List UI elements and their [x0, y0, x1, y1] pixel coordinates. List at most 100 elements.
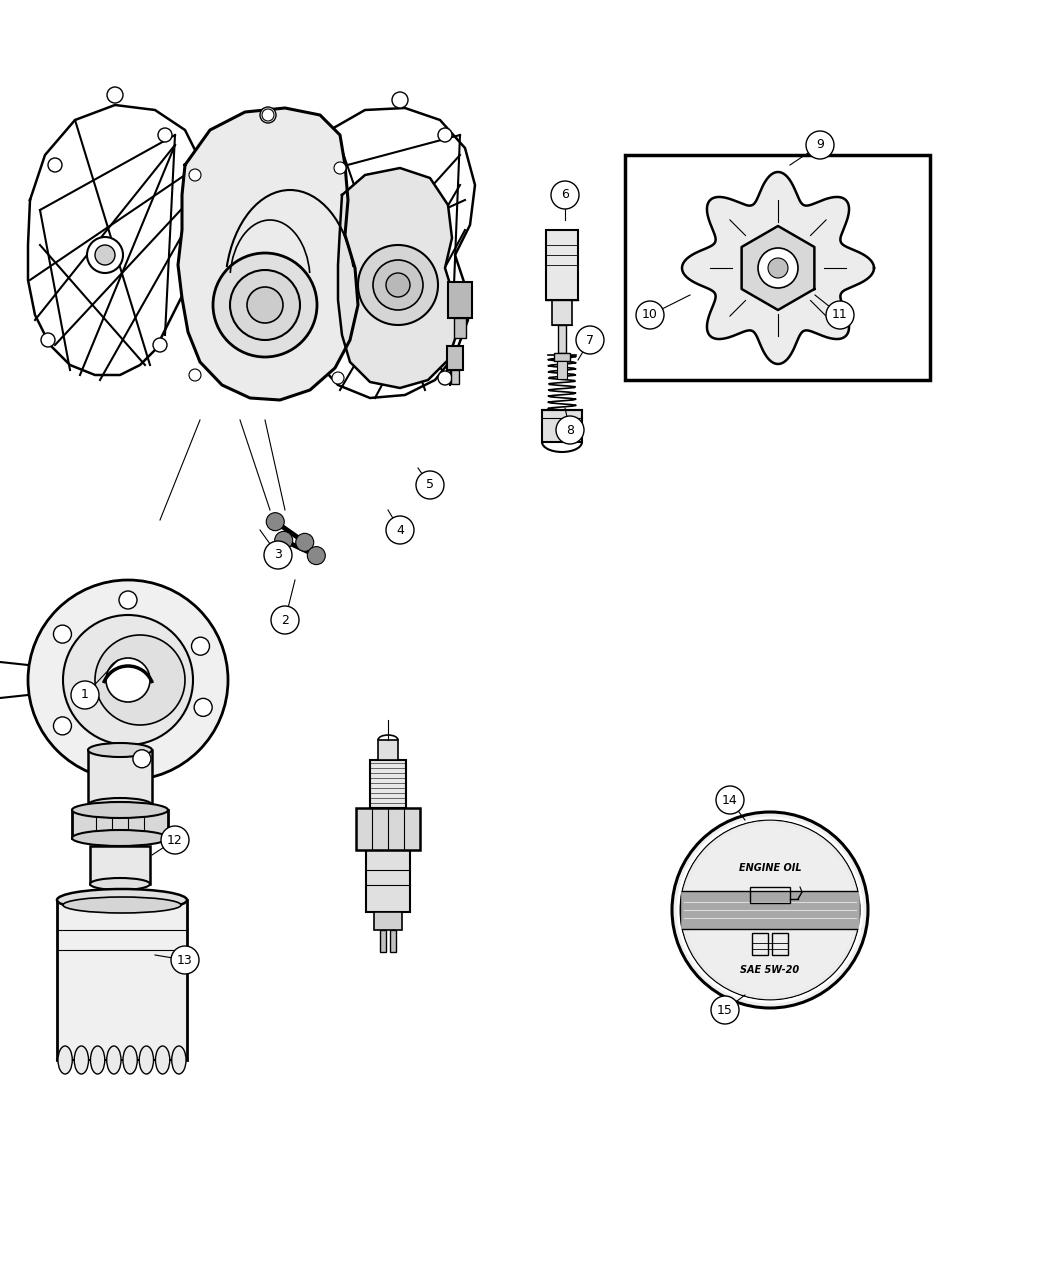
Circle shape [368, 232, 403, 268]
Circle shape [416, 470, 444, 499]
Circle shape [373, 260, 423, 310]
Circle shape [171, 946, 200, 974]
Circle shape [375, 240, 395, 260]
Circle shape [262, 108, 274, 121]
Wedge shape [685, 910, 855, 996]
Bar [750, 887, 790, 903]
Ellipse shape [58, 1046, 72, 1074]
Polygon shape [682, 172, 874, 363]
Bar [447, 346, 463, 370]
Ellipse shape [107, 1046, 121, 1074]
Circle shape [161, 826, 189, 854]
Circle shape [54, 625, 71, 643]
Ellipse shape [75, 1046, 88, 1074]
Circle shape [271, 606, 299, 634]
Circle shape [386, 516, 414, 544]
Ellipse shape [63, 898, 181, 913]
Bar [680, 891, 860, 929]
Text: 3: 3 [274, 548, 282, 561]
Circle shape [275, 532, 293, 550]
Polygon shape [741, 226, 815, 310]
Polygon shape [338, 168, 458, 388]
Bar [380, 929, 386, 952]
Circle shape [107, 87, 123, 103]
Polygon shape [28, 105, 200, 375]
Polygon shape [298, 108, 475, 398]
Text: 14: 14 [722, 793, 738, 807]
Ellipse shape [172, 1046, 186, 1074]
Bar [772, 933, 788, 955]
Circle shape [768, 258, 788, 278]
Wedge shape [685, 824, 855, 910]
Ellipse shape [88, 798, 152, 812]
Ellipse shape [123, 1046, 138, 1074]
Text: 12: 12 [167, 834, 183, 847]
Circle shape [358, 245, 438, 325]
Text: 4: 4 [396, 524, 404, 537]
Ellipse shape [57, 889, 187, 912]
Circle shape [386, 273, 410, 297]
Text: 8: 8 [566, 423, 574, 436]
Bar [625, 156, 930, 380]
Circle shape [158, 128, 172, 142]
Bar [88, 750, 152, 805]
Bar [72, 810, 168, 838]
Text: 9: 9 [816, 139, 824, 152]
Circle shape [119, 592, 136, 609]
Bar [448, 282, 472, 317]
Circle shape [438, 371, 452, 385]
Text: 6: 6 [561, 189, 569, 201]
Ellipse shape [90, 1046, 105, 1074]
Circle shape [826, 301, 854, 329]
Ellipse shape [155, 1046, 170, 1074]
Text: 10: 10 [642, 309, 658, 321]
Circle shape [153, 338, 167, 352]
Circle shape [267, 513, 285, 530]
Bar [378, 740, 398, 760]
Ellipse shape [72, 830, 168, 847]
Circle shape [392, 92, 408, 108]
Circle shape [758, 249, 798, 288]
Circle shape [332, 372, 344, 384]
Circle shape [323, 133, 337, 147]
Circle shape [308, 547, 326, 565]
Text: 1: 1 [81, 688, 89, 701]
Bar [542, 411, 582, 442]
Circle shape [41, 333, 55, 347]
Text: 2: 2 [281, 613, 289, 626]
Text: SAE 5W-20: SAE 5W-20 [740, 965, 799, 975]
Circle shape [551, 181, 579, 209]
Circle shape [260, 107, 276, 122]
Polygon shape [178, 108, 358, 400]
Text: 7: 7 [586, 334, 594, 347]
Bar [556, 361, 567, 379]
Ellipse shape [72, 802, 168, 819]
Circle shape [308, 363, 322, 377]
Circle shape [716, 785, 744, 813]
Circle shape [191, 638, 210, 655]
Text: 5: 5 [426, 478, 434, 491]
Ellipse shape [90, 878, 150, 890]
Circle shape [556, 416, 584, 444]
Bar [366, 850, 410, 912]
Bar [752, 933, 768, 955]
Bar [546, 230, 578, 300]
Circle shape [296, 533, 314, 551]
Circle shape [636, 301, 664, 329]
Circle shape [334, 162, 346, 173]
Circle shape [576, 326, 604, 354]
Circle shape [87, 237, 123, 273]
Bar [552, 300, 572, 325]
Circle shape [680, 820, 860, 1000]
Circle shape [48, 158, 62, 172]
Text: 13: 13 [177, 954, 193, 966]
Text: 11: 11 [832, 309, 848, 321]
Bar [57, 900, 187, 1060]
Circle shape [189, 368, 201, 381]
Circle shape [28, 580, 228, 780]
Ellipse shape [140, 1046, 153, 1074]
Circle shape [230, 270, 300, 340]
Circle shape [264, 541, 292, 569]
Circle shape [94, 635, 185, 725]
Circle shape [672, 812, 868, 1009]
